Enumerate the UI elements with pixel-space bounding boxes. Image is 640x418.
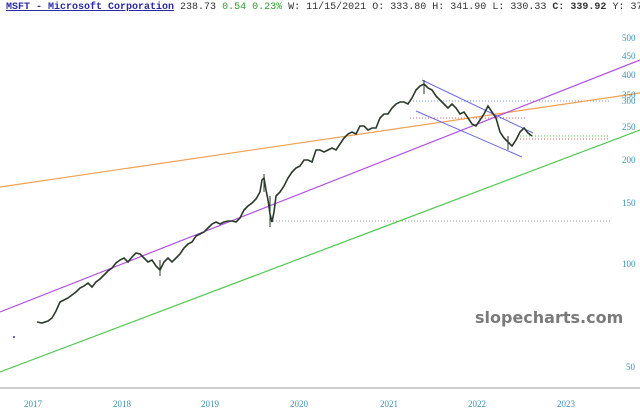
x-tick-2022: 2022 <box>468 399 486 409</box>
x-tick-2017: 2017 <box>24 399 43 409</box>
trendline-green <box>0 129 640 373</box>
price-change: 0.54 <box>222 2 247 13</box>
y-tick-200: 200 <box>622 155 636 165</box>
bar-date: 11/15/2021 <box>306 2 367 13</box>
high-value: 341.90 <box>450 2 487 13</box>
chart-header: MSFT - Microsoft Corporation 238.73 0.54… <box>6 2 640 13</box>
y-tick-50: 50 <box>626 362 636 372</box>
price-series <box>36 83 533 324</box>
x-tick-2019: 2019 <box>201 399 220 409</box>
stray-marker <box>13 336 15 338</box>
open-value: 333.80 <box>390 2 427 13</box>
y-tick-250: 250 <box>622 122 636 132</box>
close-value: 339.92 <box>570 2 607 13</box>
high-label: H: <box>432 2 445 13</box>
open-label: O: <box>372 2 385 13</box>
y-tick-350: 350 <box>622 90 636 100</box>
y-value: 370.58 <box>630 2 640 13</box>
y-tick-150: 150 <box>622 198 636 208</box>
watermark: slopecharts.com <box>475 308 624 327</box>
y-tick-100: 100 <box>622 259 636 269</box>
channel-lower-blue <box>415 110 523 158</box>
low-label: L: <box>492 2 505 13</box>
y-tick-450: 450 <box>622 51 636 61</box>
symbol-title-link[interactable]: MSFT - Microsoft Corporation <box>6 2 175 13</box>
trendline-purple <box>0 59 640 313</box>
x-tick-2023: 2023 <box>557 399 576 409</box>
low-value: 330.33 <box>510 2 547 13</box>
y-tick-500: 500 <box>622 33 636 43</box>
y-tick-300: 300 <box>622 96 636 106</box>
y-tick-400: 400 <box>622 70 636 80</box>
price-change-pct: 0.23% <box>252 2 283 13</box>
trendline-orange <box>0 92 640 188</box>
y-label: Y: <box>612 2 625 13</box>
week-label: W: <box>288 2 301 13</box>
last-price: 238.73 <box>180 2 217 13</box>
x-tick-2020: 2020 <box>290 399 309 409</box>
close-label: C: <box>552 2 565 13</box>
channel-upper-blue <box>421 79 534 134</box>
x-tick-2018: 2018 <box>113 399 132 409</box>
x-tick-2021: 2021 <box>380 399 398 409</box>
